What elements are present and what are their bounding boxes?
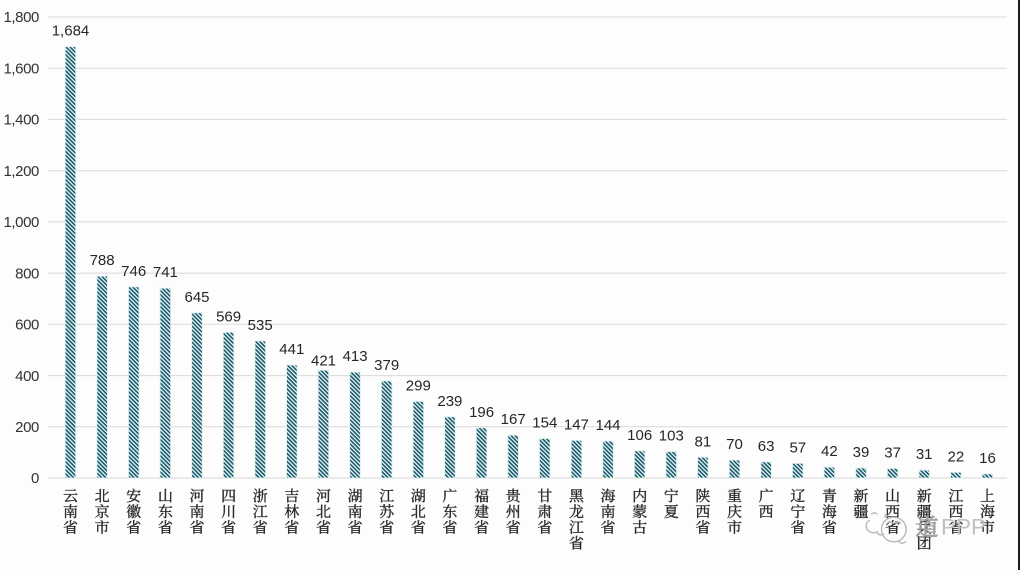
svg-text:1,000: 1,000 [3, 214, 39, 231]
svg-text:1,684: 1,684 [52, 23, 90, 40]
svg-text:0: 0 [31, 470, 39, 487]
svg-text:37: 37 [884, 445, 901, 462]
svg-text:144: 144 [595, 417, 620, 434]
svg-text:16: 16 [979, 450, 996, 467]
svg-text:600: 600 [15, 317, 39, 334]
svg-text:PPP: PPP [941, 515, 986, 540]
svg-text:741: 741 [153, 264, 178, 281]
svg-text:413: 413 [343, 348, 368, 365]
svg-text:31: 31 [916, 446, 933, 463]
svg-text:535: 535 [248, 317, 273, 334]
svg-text:63: 63 [758, 438, 775, 455]
svg-text:57: 57 [789, 439, 806, 456]
svg-text:200: 200 [15, 419, 39, 436]
svg-text:441: 441 [279, 341, 304, 358]
svg-text:1,600: 1,600 [3, 60, 39, 77]
svg-text:39: 39 [853, 444, 870, 461]
svg-text:81: 81 [695, 433, 712, 450]
svg-text:22: 22 [948, 448, 965, 465]
svg-text:645: 645 [184, 289, 209, 306]
svg-text:379: 379 [374, 357, 399, 374]
svg-text:103: 103 [659, 428, 684, 445]
svg-text:42: 42 [821, 443, 838, 460]
svg-text:800: 800 [15, 265, 39, 282]
svg-text:400: 400 [15, 368, 39, 385]
svg-text:1,800: 1,800 [3, 9, 39, 26]
svg-text:788: 788 [90, 252, 115, 269]
svg-text:1,200: 1,200 [3, 163, 39, 180]
svg-text:239: 239 [437, 393, 462, 410]
svg-text:106: 106 [627, 427, 652, 444]
svg-text:1,400: 1,400 [3, 112, 39, 129]
svg-text:154: 154 [532, 415, 557, 432]
svg-text:147: 147 [564, 416, 589, 433]
svg-text:299: 299 [406, 377, 431, 394]
svg-text:569: 569 [216, 308, 241, 325]
svg-text:746: 746 [121, 263, 146, 280]
svg-text:196: 196 [469, 404, 494, 421]
svg-text:70: 70 [726, 436, 743, 453]
svg-text:421: 421 [311, 353, 336, 370]
svg-text:167: 167 [501, 411, 526, 428]
